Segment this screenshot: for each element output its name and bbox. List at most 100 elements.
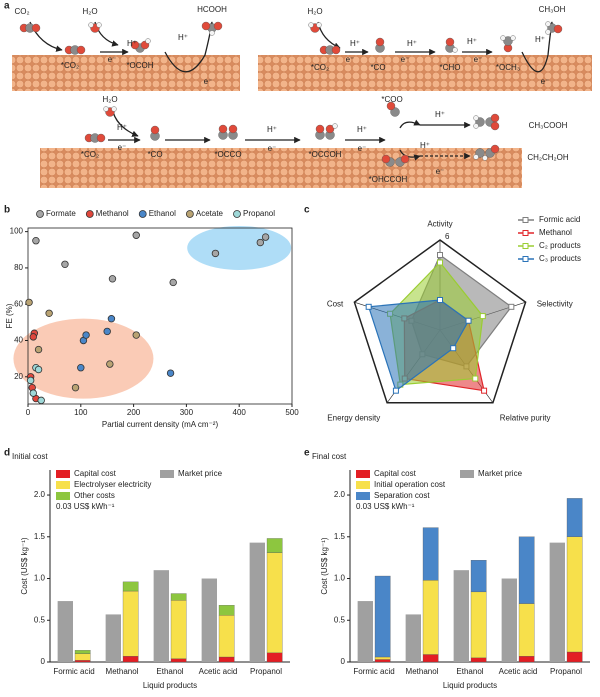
diagram-label: *OCCO: [214, 150, 241, 159]
y-tick-label: 1.0: [334, 574, 346, 583]
annotation: 0.03 US$ kWh⁻¹: [56, 502, 115, 511]
legend-label: C₂ products: [539, 241, 581, 250]
atom: [375, 37, 385, 47]
y-tick-label: 40: [14, 336, 23, 345]
legend-label: Other costs: [74, 491, 115, 500]
atom: [381, 154, 391, 164]
bar: [549, 542, 565, 662]
bar: [249, 542, 265, 662]
diagram-label: e⁻: [358, 144, 367, 153]
bar-segment: [218, 615, 235, 658]
x-tick-label: Ethanol: [456, 667, 483, 676]
radar-marker: [437, 297, 443, 303]
plot-frame: [27, 227, 293, 405]
highlight-region: [13, 318, 154, 399]
diagram-label: H⁺: [435, 110, 445, 119]
data-point: [132, 331, 140, 339]
atom: [545, 21, 551, 27]
atom: [445, 37, 455, 47]
legend-marker: [185, 210, 194, 218]
diagram-label: HCOOH: [197, 5, 227, 14]
legend-marker: [522, 256, 529, 262]
diagram-label: H⁺: [407, 39, 417, 48]
diagram-label: *CO₂: [61, 61, 79, 70]
bar: [153, 570, 169, 662]
data-point: [132, 231, 140, 239]
diagram-label: *CO: [370, 63, 385, 72]
bar-segment: [218, 656, 235, 663]
legend-label: Market price: [178, 469, 223, 478]
bar-segment: [74, 660, 91, 663]
copper-surface: [258, 55, 592, 91]
data-point: [211, 249, 220, 258]
legend-marker: [138, 210, 147, 218]
diagram-label: *OCOH: [126, 61, 153, 70]
bar: [201, 578, 217, 662]
legend-swatch: [56, 470, 70, 478]
y-tick-label: 100: [10, 227, 24, 236]
diagram-label: e⁻: [204, 77, 213, 86]
x-tick-label: 200: [127, 408, 141, 417]
bar-segment: [266, 552, 283, 653]
atom: [209, 30, 215, 36]
panel-label: e: [304, 448, 310, 459]
atom: [503, 36, 513, 46]
atom: [130, 40, 140, 50]
bar-segment: [74, 650, 91, 654]
bar-segment: [266, 538, 283, 553]
panel-label: b: [4, 205, 10, 216]
atom: [111, 106, 117, 112]
legend-label: Formic acid: [539, 215, 580, 224]
bar-segment: [470, 657, 487, 663]
y-tick-label: 80: [14, 263, 23, 272]
x-tick-label: Acetic acid: [199, 667, 238, 676]
x-tick-label: Formic acid: [353, 667, 394, 676]
atom: [490, 144, 500, 154]
axis-label: Selectivity: [537, 300, 573, 309]
data-point: [71, 383, 80, 392]
r-tick-label: 6: [445, 232, 450, 241]
diagram-label: *CHO: [440, 63, 461, 72]
bar-segment: [170, 658, 187, 663]
atom: [96, 22, 102, 28]
diagram-label: e⁻: [268, 144, 277, 153]
atom: [386, 101, 396, 111]
y-tick-label: 2.0: [334, 490, 346, 499]
radar-area: [367, 299, 470, 392]
legend-label: Methanol: [96, 209, 129, 218]
bar-segment: [518, 656, 535, 663]
y-axis-label: FE (%): [5, 303, 14, 328]
bar: [501, 578, 517, 662]
data-point: [26, 376, 35, 385]
legend-label: Methanol: [539, 228, 572, 237]
data-point: [45, 309, 53, 317]
legend-marker: [85, 210, 94, 218]
diagram-label: *OCH₃: [496, 63, 520, 72]
legend-label: Propanol: [243, 209, 275, 218]
axis-label: Cost: [327, 300, 344, 309]
highlight-region: [187, 225, 292, 270]
data-point: [25, 298, 33, 307]
y-tick-label: 20: [14, 372, 23, 381]
radar-marker: [465, 317, 472, 324]
radar-marker: [508, 303, 515, 310]
diagram-label: CO₂: [14, 7, 29, 16]
legend-label: C₃ products: [539, 254, 581, 263]
diagram-label: H₂O: [102, 95, 117, 104]
data-point: [37, 396, 45, 405]
bar: [405, 614, 421, 662]
bar-segment: [422, 654, 439, 663]
data-point: [107, 315, 116, 323]
legend-swatch: [356, 492, 370, 500]
x-tick-label: 100: [74, 408, 88, 417]
x-tick-label: 0: [26, 408, 31, 417]
bar-segment: [566, 651, 583, 663]
x-axis-label: Liquid products: [443, 681, 497, 690]
data-point: [166, 369, 175, 377]
y-tick-label: 1.0: [34, 574, 46, 583]
legend-label: Separation cost: [374, 491, 430, 500]
bar-segment: [218, 605, 235, 616]
radar-marker: [437, 259, 443, 266]
atom: [218, 124, 228, 134]
legend-swatch: [56, 492, 70, 500]
